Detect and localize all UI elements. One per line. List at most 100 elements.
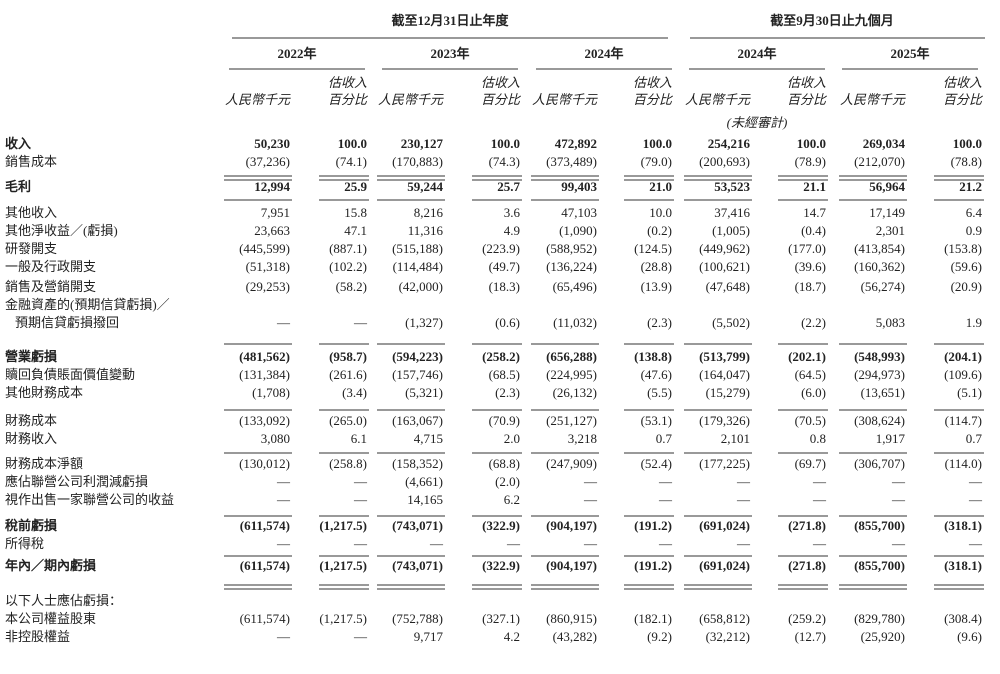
cell: (258.2)	[482, 349, 520, 364]
unit-heading: 百分比	[481, 92, 521, 107]
cell: 3,218	[568, 431, 597, 446]
period-heading: 截至9月30日止九個月	[770, 13, 894, 28]
cell: 5,083	[876, 315, 905, 330]
row-label: 其他淨收益／(虧損)	[5, 223, 118, 238]
cell: (860,915)	[546, 611, 597, 626]
cell: (202.1)	[788, 349, 826, 364]
cell: (78.8)	[951, 154, 982, 169]
cell: (158,352)	[392, 456, 443, 471]
cell: (136,224)	[546, 259, 597, 274]
cell: (109.6)	[944, 367, 982, 382]
cell: 2,301	[876, 223, 905, 238]
cell: 10.0	[649, 205, 672, 220]
cell: —	[736, 474, 751, 489]
cell: 254,216	[708, 136, 751, 151]
cell: (481,562)	[239, 349, 290, 364]
cell: (13,651)	[861, 385, 905, 400]
cell: (265.0)	[329, 413, 367, 428]
row-label: 年內／期內虧損	[5, 558, 97, 573]
cell: (53.1)	[641, 413, 672, 428]
cell: (56,274)	[861, 279, 905, 294]
cell: (548,993)	[854, 349, 905, 364]
cell: —	[353, 315, 368, 330]
cell: —	[658, 492, 673, 507]
cell: (259.2)	[788, 611, 826, 626]
row-label: 贖回負債賬面價值變動	[5, 367, 135, 382]
cell: (179,326)	[699, 413, 750, 428]
cell: (78.9)	[795, 154, 826, 169]
cell: (4,661)	[405, 474, 443, 489]
cell: 53,523	[714, 179, 750, 194]
cell: —	[353, 629, 368, 644]
row-label: 研發開支	[5, 241, 57, 256]
cell: (49.7)	[489, 259, 520, 274]
cell: (70.9)	[489, 413, 520, 428]
cell: —	[891, 536, 906, 551]
cell: (79.0)	[641, 154, 672, 169]
cell: (100,621)	[699, 259, 750, 274]
cell: (42,000)	[399, 279, 443, 294]
cell: (1,708)	[252, 385, 290, 400]
cell: 4,715	[414, 431, 443, 446]
cell: 47.1	[344, 223, 367, 238]
cell: (322.9)	[482, 518, 520, 533]
cell: (177,225)	[699, 456, 750, 471]
cell: (261.6)	[329, 367, 367, 382]
cell: 100.0	[797, 136, 826, 151]
cell: (322.9)	[482, 558, 520, 573]
cell: (163,067)	[392, 413, 443, 428]
row-label: 非控股權益	[5, 629, 70, 644]
cell: —	[658, 474, 673, 489]
cell: (13.9)	[641, 279, 672, 294]
cell: (5.1)	[957, 385, 982, 400]
cell: —	[276, 492, 291, 507]
cell: (0.6)	[495, 315, 520, 330]
cell: (2.3)	[647, 315, 672, 330]
cell: (191.2)	[634, 518, 672, 533]
cell: (743,071)	[392, 518, 443, 533]
cell: (26,132)	[553, 385, 597, 400]
cell: (271.8)	[788, 558, 826, 573]
cell: (691,024)	[699, 518, 750, 533]
cell: (588,952)	[546, 241, 597, 256]
row-label: 銷售及營銷開支	[5, 279, 96, 294]
row-label: 財務收入	[5, 431, 57, 446]
cell: (12.7)	[795, 629, 826, 644]
cell: (449,962)	[699, 241, 750, 256]
cell: 37,416	[714, 205, 750, 220]
cell: (658,812)	[699, 611, 750, 626]
cell: (212,070)	[854, 154, 905, 169]
cell: (2.0)	[495, 474, 520, 489]
cell: (47,648)	[706, 279, 750, 294]
cell: (32,212)	[706, 629, 750, 644]
cell: (594,223)	[392, 349, 443, 364]
cell: —	[353, 492, 368, 507]
cell: 21.0	[649, 179, 672, 194]
cell: (18.3)	[489, 279, 520, 294]
unit-heading: 百分比	[943, 92, 983, 107]
unit-heading: 人民幣千元	[685, 92, 751, 107]
row-label: 稅前虧損	[5, 518, 58, 533]
cell: 0.8	[810, 431, 826, 446]
cell: 6.1	[351, 431, 367, 446]
cell: —	[658, 536, 673, 551]
cell: (413,854)	[854, 241, 905, 256]
row-label: 金融資產的(預期信貸虧損)／	[5, 297, 170, 312]
cell: (74.1)	[336, 154, 367, 169]
cell: (318.1)	[944, 518, 982, 533]
cell: (131,384)	[239, 367, 290, 382]
cell: (445,599)	[239, 241, 290, 256]
cell: (904,197)	[546, 518, 597, 533]
cell: (37,236)	[246, 154, 290, 169]
row-label: 營業虧損	[5, 349, 58, 364]
cell: (271.8)	[788, 518, 826, 533]
cell: —	[276, 315, 291, 330]
cell: (306,707)	[854, 456, 905, 471]
cell: (43,282)	[553, 629, 597, 644]
unit-heading: 估收入	[943, 75, 982, 90]
cell: —	[812, 474, 827, 489]
cell: (1,217.5)	[319, 558, 367, 573]
unit-heading: 估收入	[633, 75, 672, 90]
